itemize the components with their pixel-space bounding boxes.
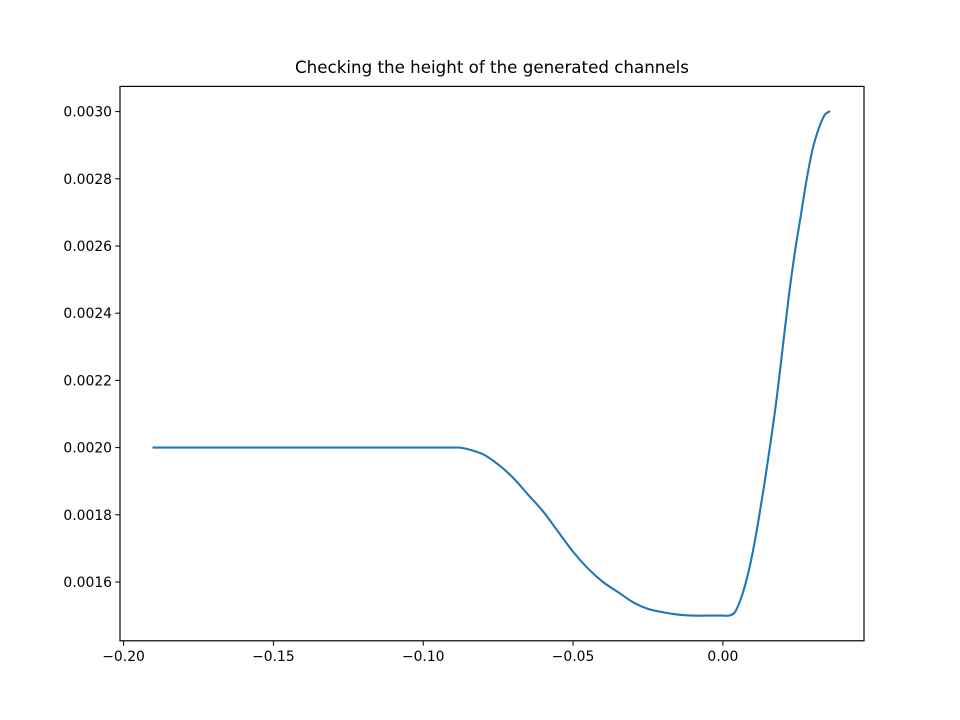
series-layer — [152, 110, 831, 617]
x-tick-label: −0.05 — [552, 649, 595, 665]
plot-frame — [119, 85, 865, 642]
series-line — [152, 110, 831, 617]
y-tick-label: 0.0020 — [63, 441, 112, 457]
y-tick-label: 0.0026 — [63, 239, 112, 255]
y-axis: 0.0016 0.0018 0.0020 0.0022 0.0024 0.0026 0.00… — [63, 105, 120, 591]
x-axis: −0.20 −0.15 −0.10 −0.05 0.00 — [102, 640, 738, 665]
x-tick-label: −0.15 — [252, 649, 295, 665]
x-tick-label: −0.20 — [102, 649, 145, 665]
y-tick-label: 0.0024 — [63, 306, 112, 322]
y-tick-label: 0.0018 — [63, 508, 112, 524]
chart-title: Checking the height of the generated cha… — [295, 57, 689, 77]
y-tick-label: 0.0030 — [63, 105, 112, 121]
y-tick-label: 0.0028 — [63, 172, 112, 188]
y-tick-label: 0.0016 — [63, 575, 112, 591]
y-tick-label: 0.0022 — [63, 373, 112, 389]
x-tick-label: −0.10 — [402, 649, 445, 665]
x-tick-label: 0.00 — [707, 649, 738, 665]
